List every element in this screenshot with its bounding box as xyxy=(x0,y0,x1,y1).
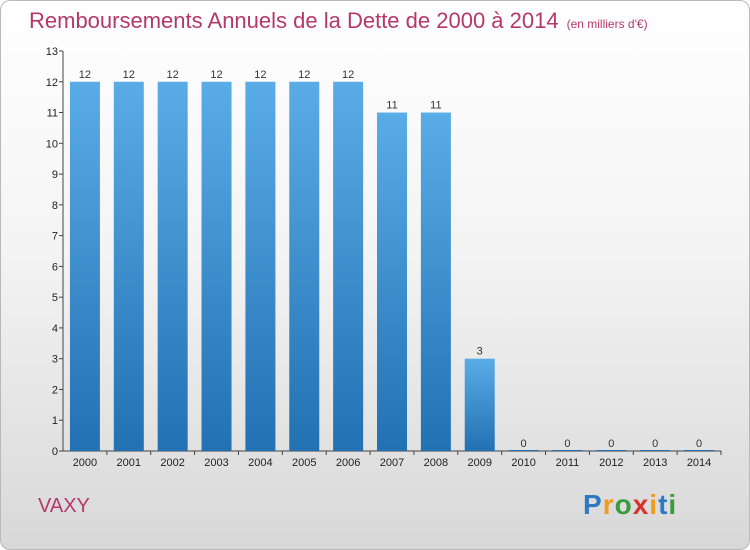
bar xyxy=(113,81,144,452)
y-tick-label: 13 xyxy=(46,46,58,58)
data-label: 12 xyxy=(210,69,222,81)
y-tick-label: 10 xyxy=(46,138,58,150)
x-tick-label: 2005 xyxy=(292,457,316,469)
y-tick-label: 2 xyxy=(52,384,58,396)
x-tick-label: 2013 xyxy=(643,457,667,469)
data-label: 12 xyxy=(79,69,91,81)
data-label: 0 xyxy=(608,438,614,450)
x-tick-label: 2011 xyxy=(556,457,580,469)
bar xyxy=(69,81,100,452)
data-label: 3 xyxy=(477,346,483,358)
y-tick-label: 0 xyxy=(52,446,58,458)
bar xyxy=(420,112,451,452)
data-label: 12 xyxy=(342,69,354,81)
proxiti-logo: Proxiti xyxy=(583,489,678,520)
data-label: 0 xyxy=(521,438,527,450)
bar xyxy=(464,358,495,451)
y-tick-label: 3 xyxy=(52,354,58,366)
x-tick-label: 2006 xyxy=(336,457,360,469)
x-tick-label: 2010 xyxy=(511,457,535,469)
data-label: 12 xyxy=(167,69,179,81)
y-tick-label: 8 xyxy=(52,200,58,212)
chart-title: Remboursements Annuels de la Dette de 20… xyxy=(29,8,648,33)
bar xyxy=(377,112,407,452)
x-tick-label: 2002 xyxy=(160,457,184,469)
y-tick-label: 5 xyxy=(52,292,58,304)
data-label: 12 xyxy=(298,69,310,81)
data-label: 12 xyxy=(123,69,135,81)
y-tick-label: 7 xyxy=(52,231,58,243)
data-label: 12 xyxy=(254,69,266,81)
x-tick-label: 2008 xyxy=(424,457,448,469)
bar xyxy=(333,81,364,452)
data-label: 0 xyxy=(696,438,702,450)
x-tick-label: 2001 xyxy=(117,457,141,469)
commune-name: VAXY xyxy=(38,495,90,517)
x-tick-label: 2009 xyxy=(467,457,491,469)
bar xyxy=(640,450,671,451)
unit-label: (en milliers d'€) xyxy=(566,17,648,31)
data-label: 0 xyxy=(652,438,658,450)
y-tick-label: 12 xyxy=(46,77,58,89)
y-tick-label: 11 xyxy=(47,108,58,120)
data-label: 11 xyxy=(386,100,397,112)
bar xyxy=(289,81,320,452)
data-label: 0 xyxy=(564,438,570,450)
bar xyxy=(201,81,232,452)
x-tick-label: 2014 xyxy=(687,457,711,469)
bar xyxy=(596,450,627,451)
bar xyxy=(552,450,583,451)
bar xyxy=(684,450,715,451)
y-tick-label: 6 xyxy=(52,261,58,273)
y-tick-label: 4 xyxy=(52,323,58,335)
bar xyxy=(157,81,188,452)
x-tick-label: 2003 xyxy=(204,457,228,469)
x-tick-label: 2004 xyxy=(248,457,272,469)
y-tick-label: 9 xyxy=(52,169,58,181)
data-label: 11 xyxy=(430,100,441,112)
x-tick-label: 2012 xyxy=(599,457,623,469)
bar xyxy=(245,81,276,452)
bar xyxy=(508,450,539,451)
y-tick-label: 1 xyxy=(52,415,58,427)
x-tick-label: 2007 xyxy=(380,457,404,469)
x-tick-label: 2000 xyxy=(73,457,97,469)
